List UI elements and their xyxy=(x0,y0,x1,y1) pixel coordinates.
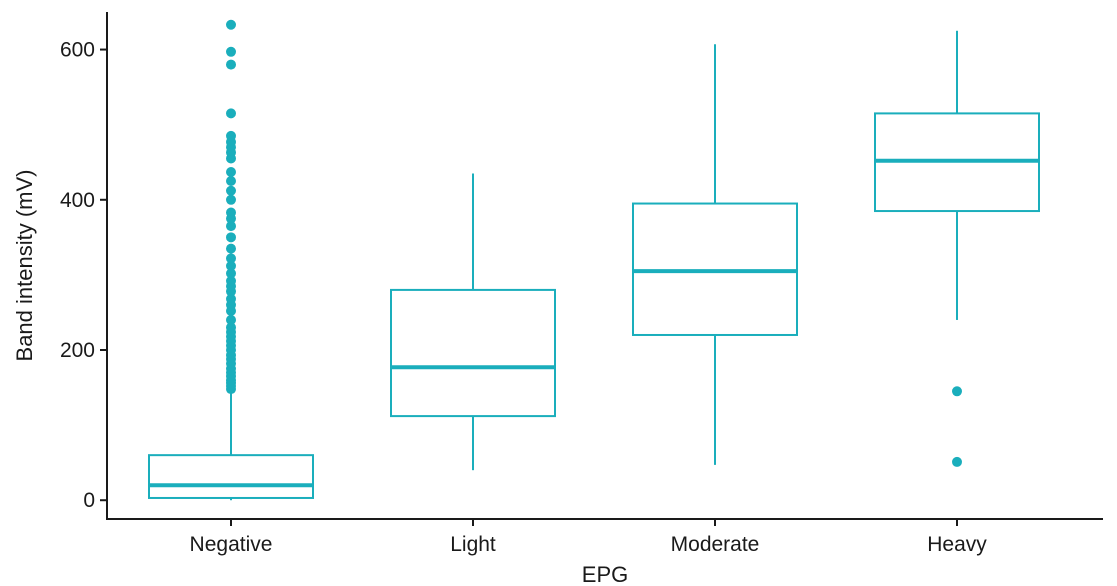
outlier-point xyxy=(226,185,236,196)
y-tick-label: 400 xyxy=(60,189,95,212)
outlier-point xyxy=(226,260,236,271)
outlier-point xyxy=(226,322,236,333)
x-axis-title: EPG xyxy=(582,562,628,586)
x-tick-label: Negative xyxy=(190,533,273,556)
outlier-point xyxy=(226,232,236,243)
axes: 0 200 400 600 Negative Light Moderate Heavy xyxy=(60,12,1103,556)
x-tick-label: Moderate xyxy=(671,533,760,556)
outlier-point xyxy=(226,243,236,254)
outlier-point xyxy=(226,268,236,279)
iqr-box xyxy=(148,454,314,499)
outlier-point xyxy=(226,59,236,70)
outlier-point xyxy=(226,166,236,177)
outlier-point xyxy=(952,456,962,467)
outlier-point xyxy=(226,221,236,232)
outlier-point xyxy=(226,314,236,325)
outlier-point xyxy=(226,293,236,304)
outlier-point xyxy=(226,194,236,205)
outlier-point xyxy=(952,386,962,397)
outlier-point xyxy=(226,19,236,30)
outlier-point xyxy=(226,130,236,141)
outlier-point xyxy=(226,108,236,119)
y-axis-title: Band intensity (mV) xyxy=(12,170,37,362)
box-group-negative xyxy=(148,19,314,501)
y-tick-label: 600 xyxy=(60,39,95,62)
y-tick-label: 200 xyxy=(60,339,95,362)
box-group-light xyxy=(390,173,556,471)
outlier-point xyxy=(226,253,236,264)
y-tick-label: 0 xyxy=(83,489,95,512)
box-group-moderate xyxy=(632,44,798,465)
x-tick-label: Light xyxy=(450,533,496,556)
outlier-point xyxy=(226,207,236,218)
outlier-point xyxy=(226,176,236,186)
plot-area xyxy=(148,19,1040,501)
outlier-point xyxy=(226,46,236,57)
box-group-heavy xyxy=(874,30,1040,467)
iqr-box xyxy=(390,288,556,418)
x-tick-label: Heavy xyxy=(927,533,987,556)
outlier-point xyxy=(226,275,236,286)
